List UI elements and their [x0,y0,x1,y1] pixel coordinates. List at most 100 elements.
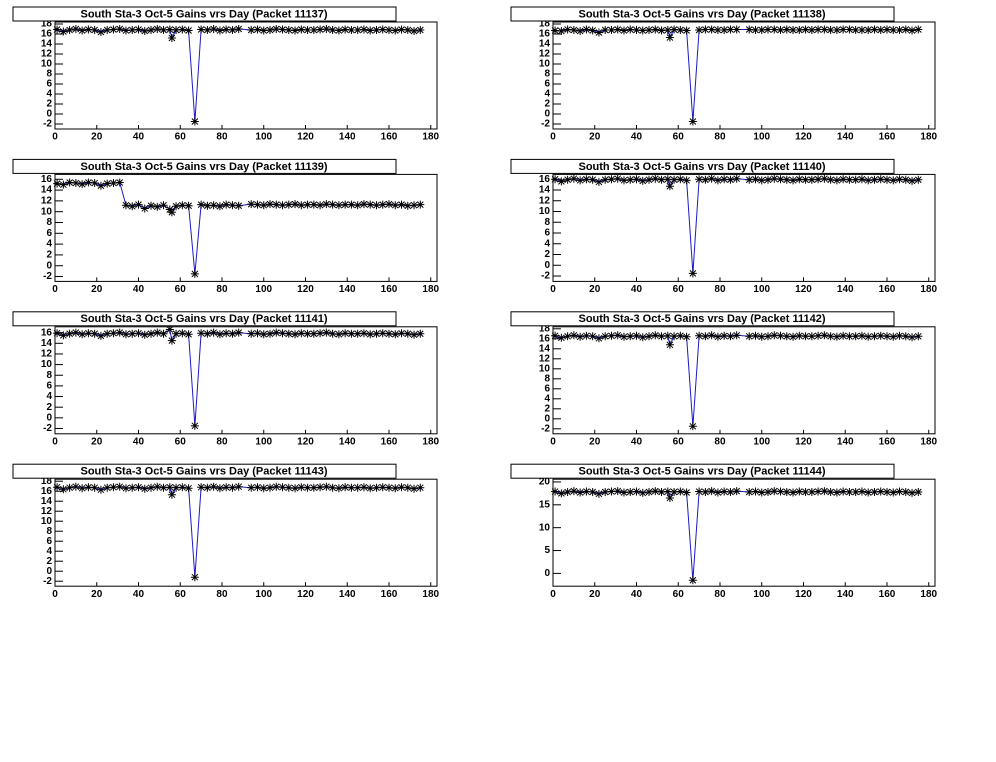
x-tick-label: 180 [920,284,937,295]
x-tick-label: 100 [255,132,272,143]
marker [807,332,816,341]
y-tick-label: 0 [544,260,550,271]
y-tick-label: 2 [544,249,550,260]
marker [134,483,143,492]
x-tick-label: 80 [714,436,726,447]
marker [826,26,835,34]
marker [209,25,218,33]
panel: 0 20 40 60 80 100 120 140 160 180-20246810121416S… [12,311,440,447]
marker [751,487,760,496]
x-tick-label: 140 [837,132,854,143]
marker [645,175,654,184]
marker [713,488,722,497]
marker [416,26,425,34]
marker [601,26,610,34]
marker [720,331,729,340]
marker [266,329,275,338]
marker [764,25,773,34]
marker [701,488,710,497]
marker [153,328,162,337]
marker [851,488,860,497]
x-tick-label: 180 [422,284,439,295]
x-tick-label: 160 [879,132,896,143]
marker [795,487,804,496]
marker [665,33,674,42]
x-tick-label: 180 [422,436,439,447]
marker [770,487,779,496]
marker [576,332,585,341]
marker [416,329,425,338]
marker [582,487,591,496]
marker [121,484,130,493]
marker [96,485,105,494]
marker [253,329,262,338]
marker [914,488,923,497]
y-tick-label: 2 [544,403,550,414]
y-tick-label: 8 [544,217,550,228]
marker [366,26,375,35]
x-tick-label: 20 [91,132,103,143]
x-tick-label: 80 [714,284,726,295]
x-tick-label: 20 [589,589,601,600]
marker [613,25,622,34]
marker [222,329,231,338]
x-tick-label: 40 [133,284,145,295]
marker [266,483,275,492]
marker [776,26,785,34]
marker [134,200,143,209]
x-tick-label: 80 [216,436,228,447]
marker [795,331,804,340]
x-tick-label: 180 [422,132,439,143]
marker [551,487,560,496]
marker [71,482,80,491]
marker [366,330,375,339]
marker [657,332,666,341]
marker [632,175,641,184]
marker [914,25,923,34]
marker [397,200,406,209]
y-tick-label: 8 [46,69,52,80]
x-tick-label: 0 [550,132,556,143]
x-tick-label: 120 [795,589,812,600]
marker [178,483,187,492]
marker [601,175,610,184]
x-tick-label: 100 [753,132,770,143]
marker [184,26,193,35]
y-tick-label: 6 [46,536,52,547]
marker [551,26,560,35]
marker [801,25,810,34]
marker [801,488,810,497]
marker [78,26,87,35]
marker [789,26,798,34]
chart-title: South Sta-3 Oct-5 Gains vrs Day (Packet … [80,161,327,173]
marker [695,331,704,340]
marker [613,331,622,340]
panel: 0 20 40 60 80 100 120 140 160 180 0 5 10 15 20 South St… [510,463,938,600]
marker [284,200,293,209]
marker [889,488,898,497]
marker [103,329,112,338]
marker [588,175,597,184]
marker [588,26,597,35]
x-tick-label: 120 [297,589,314,600]
panel: 0 20 40 60 80 100 120 140 160 180-202468101214161… [510,311,938,447]
marker [713,26,722,34]
marker [707,25,716,34]
x-tick-label: 160 [381,284,398,295]
marker [167,336,176,345]
marker [53,25,62,34]
marker [272,25,281,33]
marker [103,483,112,492]
marker [632,331,641,340]
marker [889,176,898,185]
marker [832,488,841,497]
marker [820,25,829,34]
marker [378,483,387,492]
y-tick-label: 14 [539,39,551,50]
marker [820,487,829,496]
marker [826,175,835,184]
marker [59,485,68,494]
marker [851,175,860,184]
marker [172,26,181,34]
marker [701,175,710,184]
